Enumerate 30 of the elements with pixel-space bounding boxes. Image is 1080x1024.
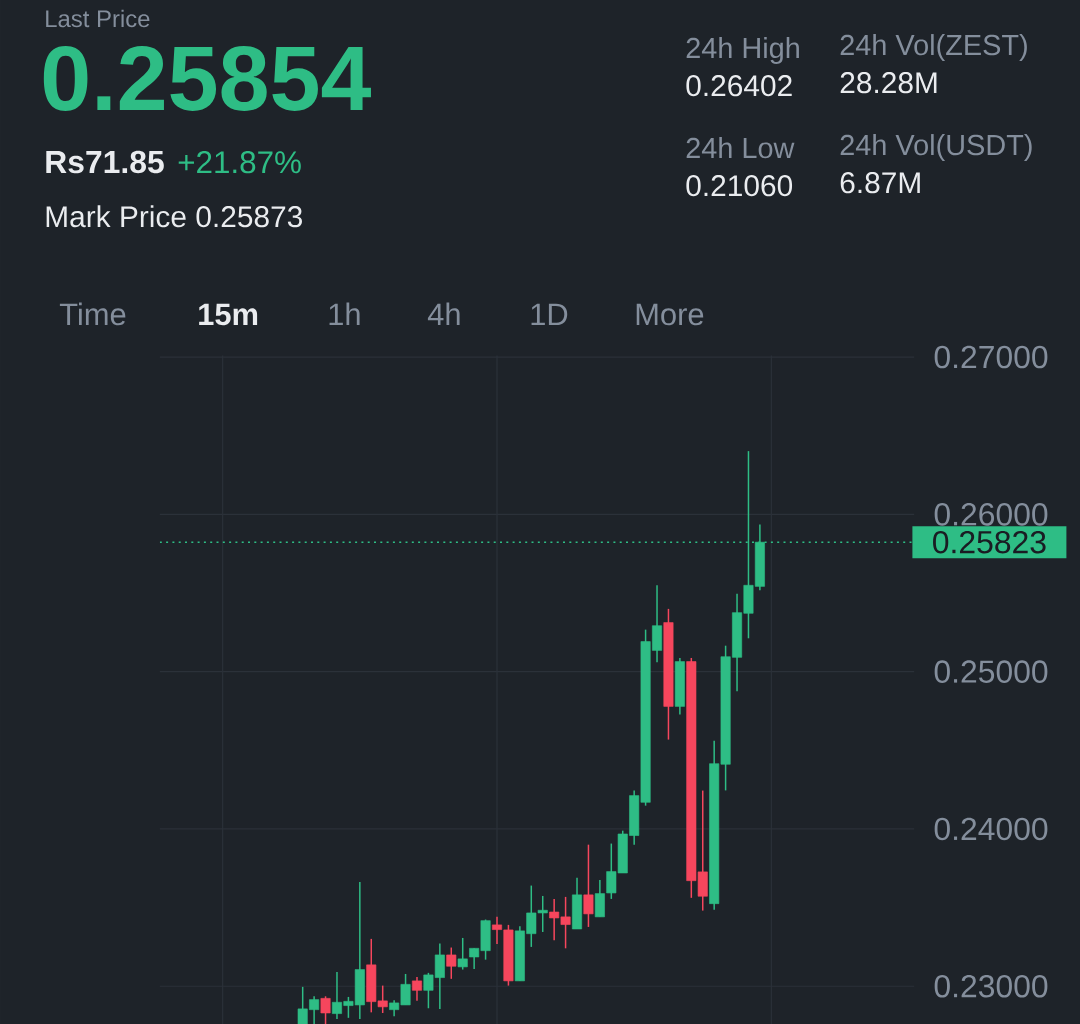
text: 6.87M — [840, 172, 920, 194]
ref-line-label: 0.25823 — [933, 530, 1046, 554]
candlestick — [412, 976, 422, 1002]
text: Mark Price 0.25873 — [46, 205, 302, 228]
text: 0.21060 — [686, 175, 793, 197]
text: 1D — [531, 303, 568, 325]
y-tick-label: 0.27000 — [934, 345, 1048, 369]
candlestick — [320, 995, 331, 1024]
text: 15m — [199, 303, 258, 326]
text: 24h Vol(ZEST) — [840, 34, 1027, 61]
text: 4h — [427, 302, 460, 325]
text: 28.28M — [840, 72, 937, 94]
candlestick — [457, 937, 468, 971]
text: +21.87% — [178, 151, 301, 174]
text: 24h Vol(USDT) — [840, 134, 1032, 161]
text: 24h Low — [686, 137, 795, 159]
text: Last Price — [46, 9, 150, 28]
text: Rs71.85 — [46, 150, 164, 174]
text: 24h High — [686, 37, 799, 64]
y-tick-label: 0.23000 — [934, 974, 1048, 998]
text: 0.25854 — [43, 45, 371, 111]
y-tick-label: 0.25000 — [934, 660, 1048, 683]
text: 0.26402 — [686, 75, 792, 97]
candlestick — [446, 946, 457, 980]
text: More — [636, 303, 704, 326]
text: 1h — [329, 302, 360, 325]
text: Time — [59, 302, 126, 326]
candlestick — [583, 843, 594, 928]
y-tick-label: 0.24000 — [934, 817, 1048, 841]
y-tick-label: 0.26000 — [934, 503, 1048, 526]
